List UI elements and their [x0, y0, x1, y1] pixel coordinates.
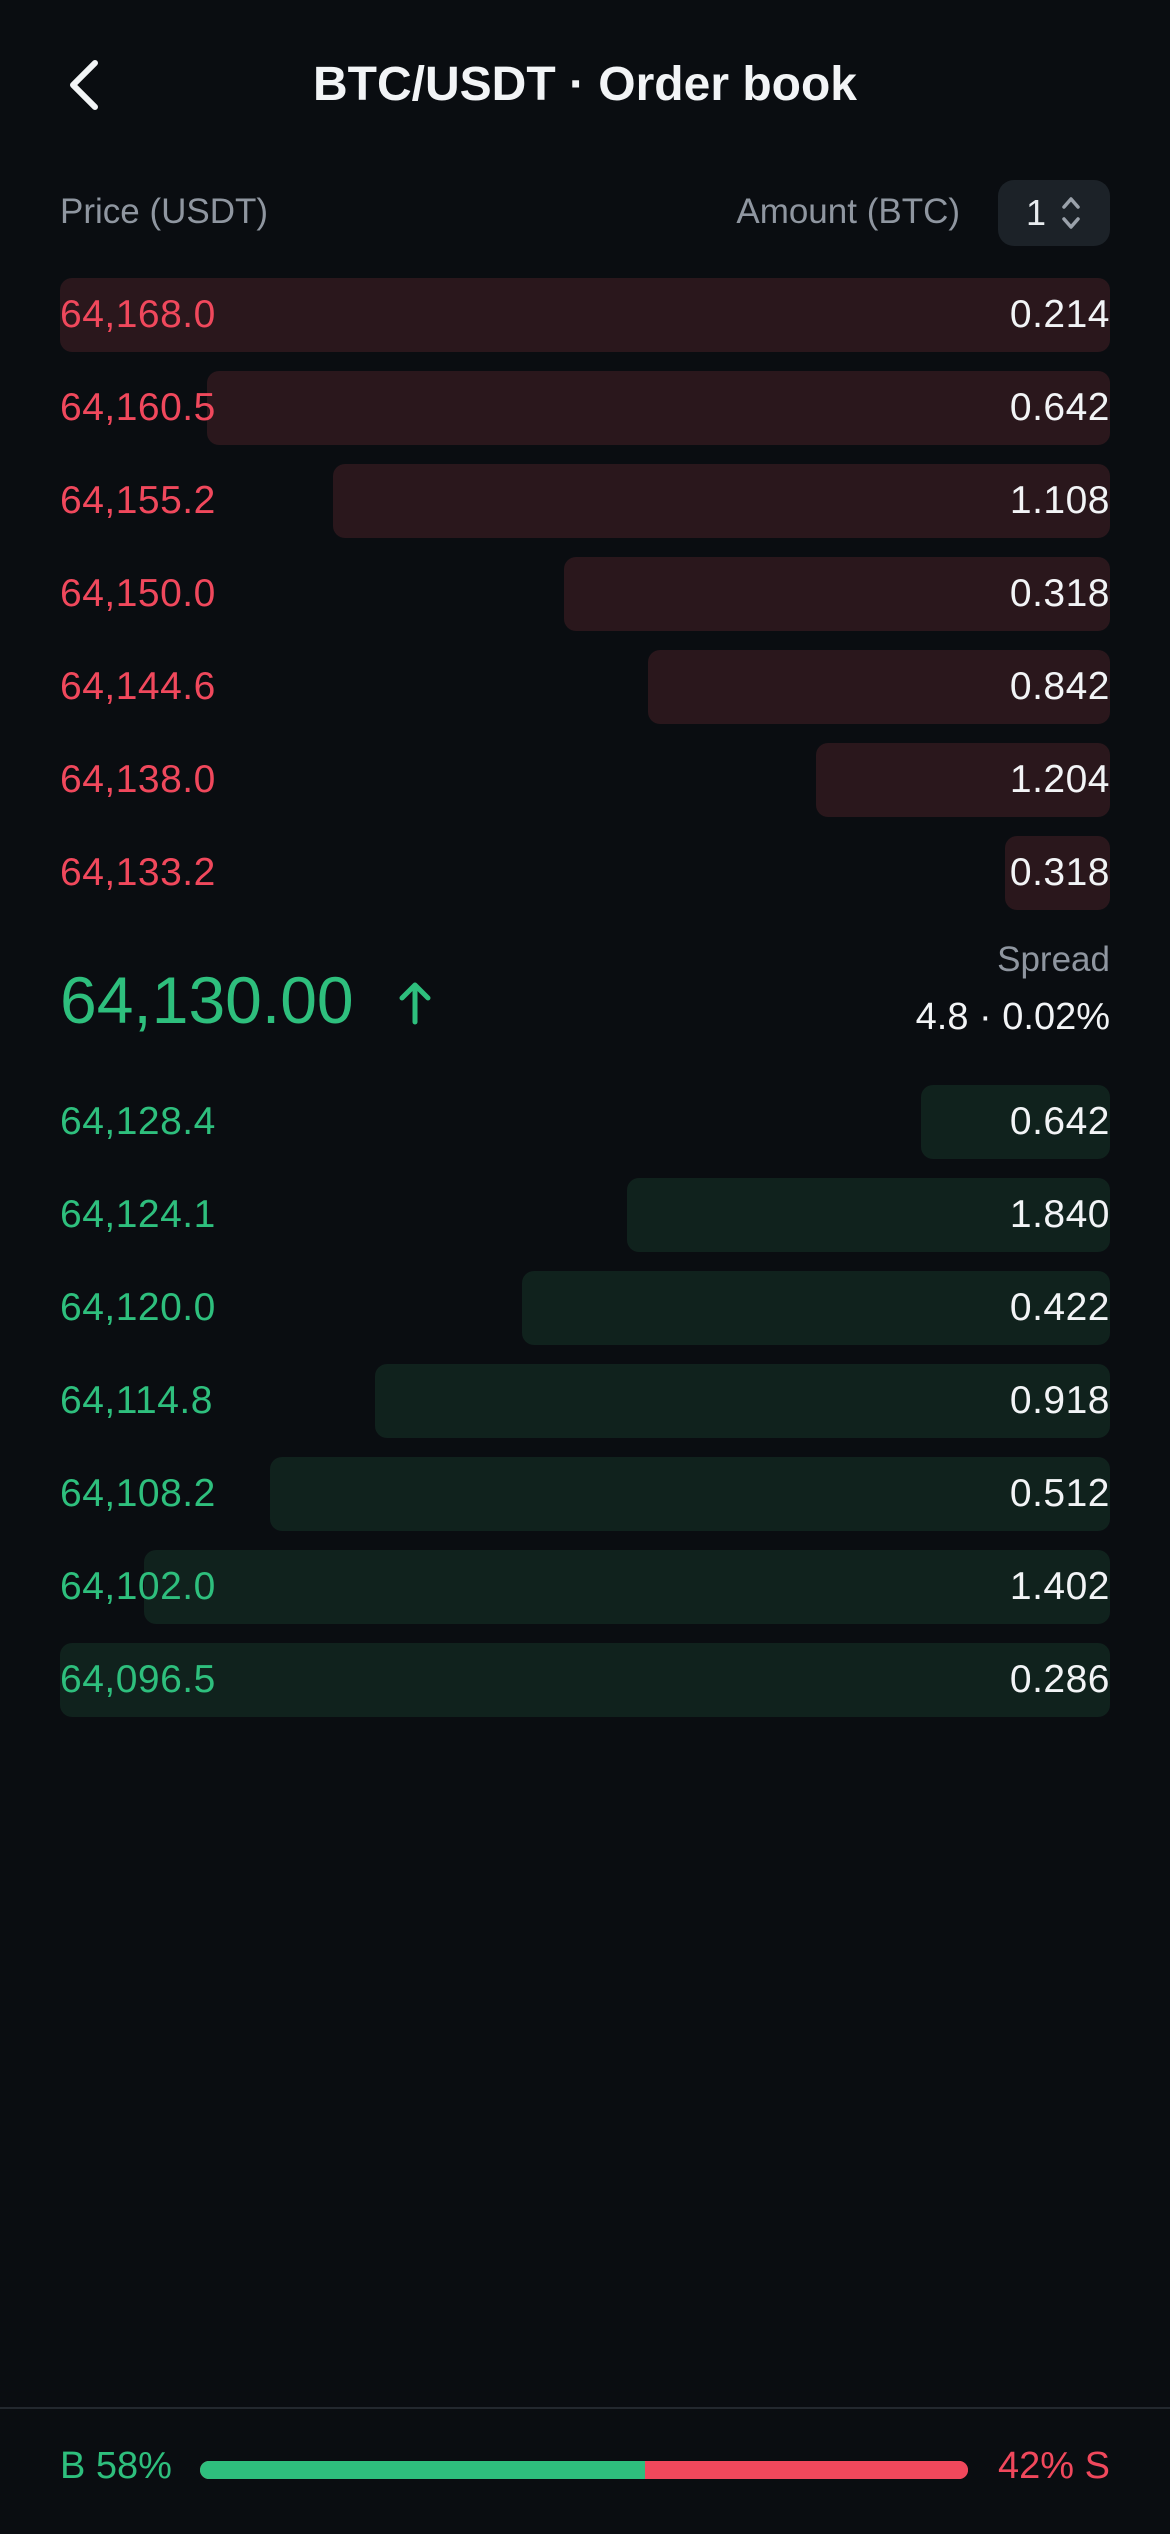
bid-price: 64,102.0	[60, 1565, 216, 1608]
bid-amount: 0.642	[1009, 1100, 1110, 1143]
bid-depth-bar	[921, 1085, 1110, 1159]
price-column-label: Price (USDT)	[60, 192, 269, 231]
bid-price: 64,128.4	[60, 1100, 216, 1143]
ask-amount: 0.318	[1009, 572, 1110, 615]
ask-depth-bar	[333, 464, 1110, 538]
bid-amount: 1.840	[1009, 1193, 1110, 1236]
ask-amount: 1.108	[1009, 479, 1110, 522]
spread-value: 4.8 · 0.02%	[915, 996, 1110, 1038]
mid-price-section: 64,130.00 Spread 4.8 · 0.02%	[60, 940, 1110, 1060]
ask-row[interactable]: 64,150.0 0.318	[60, 557, 1110, 631]
last-price: 64,130.00	[60, 963, 354, 1037]
ask-row[interactable]: 64,133.2 0.318	[60, 836, 1110, 910]
ask-price: 64,155.2	[60, 479, 216, 522]
ask-row[interactable]: 64,168.0 0.214	[60, 278, 1110, 352]
bid-row[interactable]: 64,108.2 0.512	[60, 1457, 1110, 1531]
ask-amount: 0.642	[1009, 386, 1110, 429]
bid-amount: 0.512	[1009, 1472, 1110, 1515]
bid-price: 64,124.1	[60, 1193, 216, 1236]
page-title: BTC/USDT · Order book	[312, 58, 857, 111]
aggregation-value: 1	[1025, 192, 1047, 233]
bid-amount: 0.422	[1009, 1286, 1110, 1329]
ask-depth-bar	[1005, 836, 1110, 910]
bid-price: 64,120.0	[60, 1286, 216, 1329]
bid-price: 64,114.8	[60, 1379, 213, 1422]
ask-amount: 0.318	[1009, 851, 1110, 894]
ask-price: 64,138.0	[60, 758, 216, 801]
ask-row[interactable]: 64,160.5 0.642	[60, 371, 1110, 445]
bid-price: 64,096.5	[60, 1658, 216, 1701]
ask-price: 64,160.5	[60, 386, 216, 429]
ask-depth-bar	[60, 278, 1110, 352]
bid-depth-bar	[522, 1271, 1110, 1345]
ask-price: 64,168.0	[60, 293, 216, 336]
bid-depth-bar	[144, 1550, 1110, 1624]
bid-depth-bar	[270, 1457, 1110, 1531]
bid-row[interactable]: 64,120.0 0.422	[60, 1271, 1110, 1345]
bid-list: 64,128.4 0.642 64,124.1 1.840 64,120.0 0.422 6…	[60, 1085, 1110, 1736]
bid-row[interactable]: 64,096.5 0.286	[60, 1643, 1110, 1717]
back-button[interactable]	[50, 45, 120, 125]
ask-price: 64,150.0	[60, 572, 216, 615]
bid-price: 64,108.2	[60, 1472, 216, 1515]
bid-row[interactable]: 64,124.1 1.840	[60, 1178, 1110, 1252]
ask-amount: 1.204	[1009, 758, 1110, 801]
ask-amount: 0.842	[1009, 665, 1110, 708]
ask-price: 64,144.6	[60, 665, 216, 708]
ask-depth-bar	[207, 371, 1110, 445]
buy-ratio-label: B 58%	[60, 2445, 172, 2487]
spread-label: Spread	[997, 940, 1110, 979]
ask-list: 64,168.0 0.214 64,160.5 0.642 64,155.2 1.108 6…	[60, 278, 1110, 929]
ask-row[interactable]: 64,144.6 0.842	[60, 650, 1110, 724]
ask-row[interactable]: 64,138.0 1.204	[60, 743, 1110, 817]
bid-depth-bar	[375, 1364, 1110, 1438]
ask-row[interactable]: 64,155.2 1.108	[60, 464, 1110, 538]
amount-column-label: Amount (BTC)	[736, 192, 960, 231]
bid-amount: 0.918	[1009, 1379, 1110, 1422]
column-headers: Price (USDT) Amount (BTC) 1	[60, 180, 1110, 246]
bid-row[interactable]: 64,102.0 1.402	[60, 1550, 1110, 1624]
bid-amount: 1.402	[1009, 1565, 1110, 1608]
chevron-left-icon	[70, 60, 98, 110]
ask-price: 64,133.2	[60, 851, 216, 894]
bid-row[interactable]: 64,128.4 0.642	[60, 1085, 1110, 1159]
ask-amount: 0.214	[1009, 293, 1110, 336]
bid-depth-bar	[627, 1178, 1110, 1252]
ratio-bar-buy	[200, 2461, 646, 2479]
bid-amount: 0.286	[1009, 1658, 1110, 1701]
buy-sell-ratio: B 58% 42% S	[0, 2407, 1170, 2534]
bid-row[interactable]: 64,114.8 0.918	[60, 1364, 1110, 1438]
arrow-up-icon	[399, 982, 431, 1025]
chevron-up-down-icon	[1062, 197, 1080, 229]
ratio-bar	[200, 2461, 968, 2479]
bid-depth-bar	[60, 1643, 1110, 1717]
ratio-bar-sell	[645, 2461, 968, 2479]
ask-depth-bar	[816, 743, 1110, 817]
sell-ratio-label: 42% S	[998, 2445, 1110, 2487]
aggregation-select[interactable]: 1	[998, 180, 1110, 246]
ask-depth-bar	[564, 557, 1110, 631]
ask-depth-bar	[648, 650, 1110, 724]
header: BTC/USDT · Order book	[0, 0, 1170, 170]
